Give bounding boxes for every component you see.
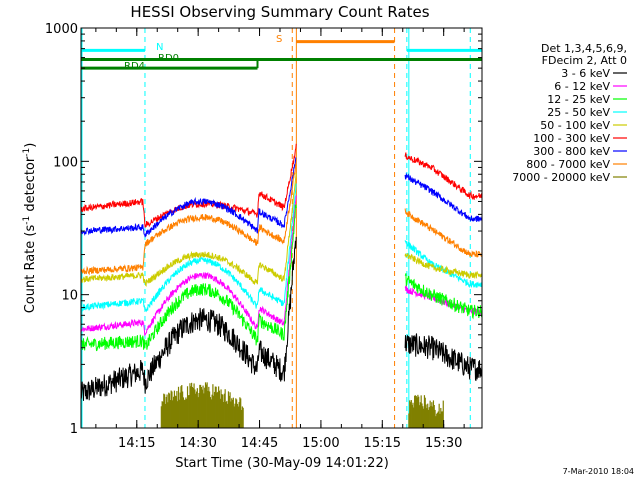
legend-label: 7000 - 20000 keV [512,171,610,184]
legend-label: 6 - 12 keV [554,80,610,93]
legend-label: 3 - 6 keV [561,67,610,80]
x-tick-label: 14:45 [241,436,278,451]
legend-label: 800 - 7000 keV [526,158,610,171]
x-tick-label: 14:15 [118,436,155,451]
x-axis: 14:15 14:30 14:45 15:00 15:15 15:30 [95,28,465,451]
legend-header-2: FDecim 2, Att 0 [542,54,627,67]
y-tick-label: 1000 [45,22,78,37]
x-tick-label: 15:00 [302,436,339,451]
series-line [81,204,482,352]
legend-label: 12 - 25 keV [547,93,610,106]
y-axis: 1 10 100 1000 [45,22,482,437]
legend: Det 1,3,4,5,6,9, FDecim 2, Att 0 3 - 6 k… [512,42,627,184]
y-tick-label: 100 [53,155,78,170]
legend-label: 300 - 800 keV [533,145,610,158]
x-tick-label: 15:15 [364,436,401,451]
series-line [81,157,482,238]
series-line [81,236,482,401]
x-tick-label: 15:30 [425,436,462,451]
x-tick-label: 14:30 [179,436,216,451]
footer-date: 7-Mar-2010 18:04 [563,467,634,476]
series-line [160,382,444,428]
annotation-s: S [276,34,282,45]
legend-header-1: Det 1,3,4,5,6,9, [541,42,627,55]
legend-label: 25 - 50 keV [547,106,610,119]
annotation-rd0: RD0 [158,53,179,64]
annotation-n: N [156,42,163,53]
y-axis-label: Count Rate (s-1 detector-1) [22,143,38,314]
series-line [81,143,482,228]
x-axis-label: Start Time (30-May-09 14:01:22) [175,456,389,471]
annotation-rd4: RD4 [124,61,145,72]
y-tick-label: 1 [70,422,78,437]
y-tick-label: 10 [61,289,78,304]
legend-label: 50 - 100 keV [540,119,610,132]
series-line [81,173,482,287]
chart-title: HESSI Observing Summary Count Rates [130,3,429,21]
legend-label: 100 - 300 keV [533,132,610,145]
plot-frame [80,27,483,429]
series-line [81,163,482,276]
